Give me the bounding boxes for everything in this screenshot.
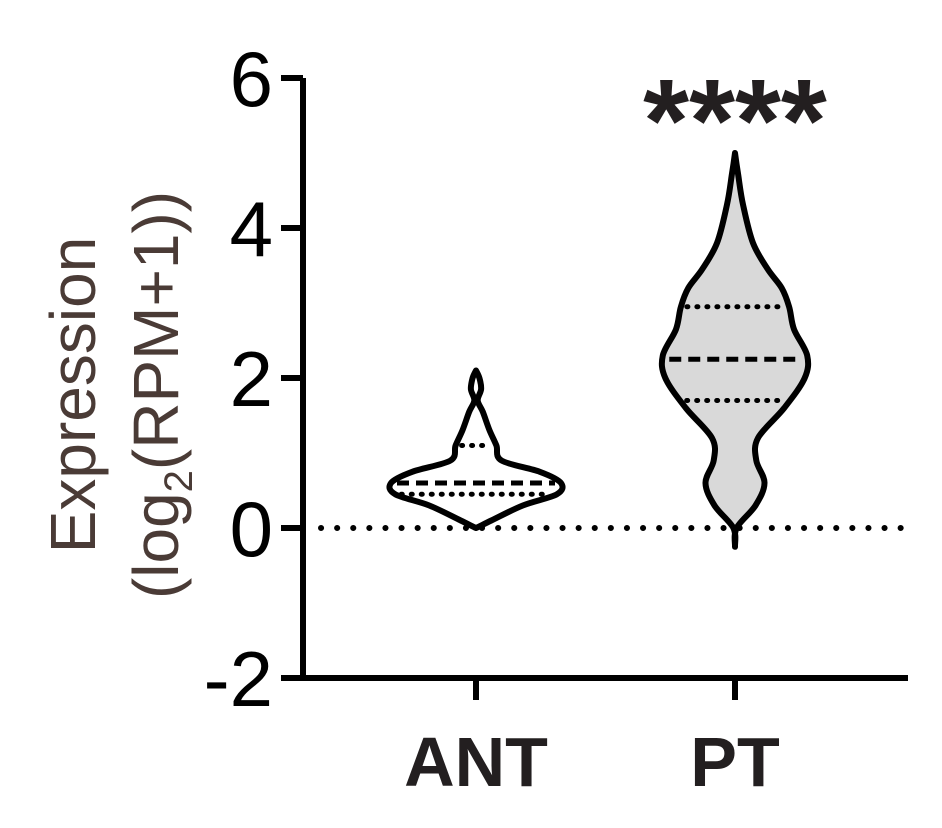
y-axis-title-line2: (log2(RPM+1)) [120,191,201,599]
violin-ant [386,367,566,531]
labels: Expression (log2(RPM+1)) [37,191,201,599]
y-axis-title-prefix: (log [120,492,192,599]
y-tick-label-4: 6 [230,35,273,123]
axes: -2 0 2 4 6 ANT PT [204,35,908,801]
significance-label-pt: **** [643,55,827,187]
violin-pt [658,150,812,550]
y-tick-label-0: -2 [204,635,273,723]
x-tick-label-pt: PT [690,723,779,801]
y-axis-title-suffix: (RPM+1)) [120,191,192,470]
y-axis-title-line1: Expression [37,237,109,554]
y-tick-label-3: 4 [230,185,273,273]
y-tick-label-1: 0 [230,485,273,573]
x-tick-label-ant: ANT [404,723,548,801]
y-tick-label-2: 2 [230,335,273,423]
y-axis-title-subscript: 2 [157,470,201,492]
plot-area: **** [318,55,915,550]
